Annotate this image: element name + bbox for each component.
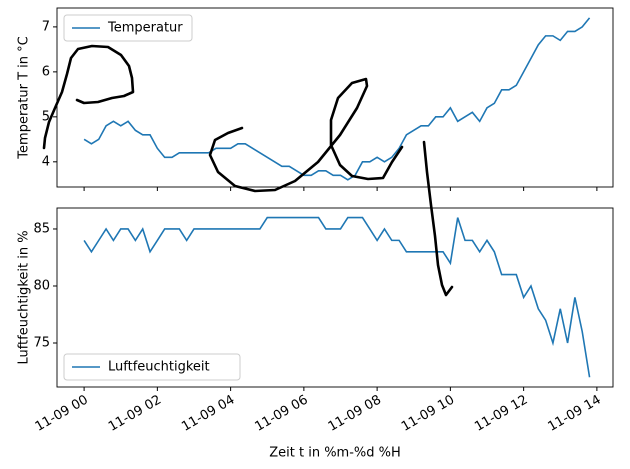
data-line	[83, 216, 591, 378]
y-tick-label: 6	[42, 64, 50, 79]
plots: 4 5 6 7 Temperatur T in °C Temperatur 75 80 85 11…	[17, 7, 614, 461]
legend-label: Luftfeuchtigkeit	[108, 360, 210, 375]
axes-frame	[56, 207, 614, 388]
x-tick-label: 11-09 12	[472, 393, 530, 435]
axes-frame	[56, 7, 614, 188]
x-axis-label: Zeit t in %m-%d %H	[269, 446, 401, 461]
y-tick-label: 85	[33, 221, 50, 236]
data-line	[83, 17, 591, 181]
x-tick-label: 11-09 02	[106, 393, 164, 435]
y-tick-label: 80	[33, 278, 50, 293]
y-tick-label: 5	[42, 109, 50, 124]
x-tick-label: 11-09 06	[252, 393, 310, 435]
plot-area	[83, 17, 591, 181]
y-axis-label: Luftfeuchtigkeit in %	[17, 230, 32, 364]
plot-area	[83, 216, 591, 378]
legend-box	[63, 14, 193, 42]
y-tick-label: 7	[42, 19, 50, 34]
x-tick-label: 11-09 10	[399, 393, 457, 435]
x-tick-label: 11-09 08	[326, 393, 384, 435]
x-tick-label: 11-09 00	[33, 393, 91, 435]
scribble	[208, 77, 404, 193]
legend-label: Temperatur	[107, 21, 183, 36]
x-tick-label: 11-09 04	[179, 393, 237, 435]
scribble	[42, 44, 135, 150]
y-tick-label: 4	[42, 154, 50, 169]
y-axis-label: Temperatur T in °C	[17, 36, 32, 159]
legend-box	[63, 353, 241, 381]
x-tick-label: 11-09 14	[546, 393, 604, 435]
y-tick-label: 75	[33, 335, 50, 350]
scribble	[422, 140, 454, 297]
